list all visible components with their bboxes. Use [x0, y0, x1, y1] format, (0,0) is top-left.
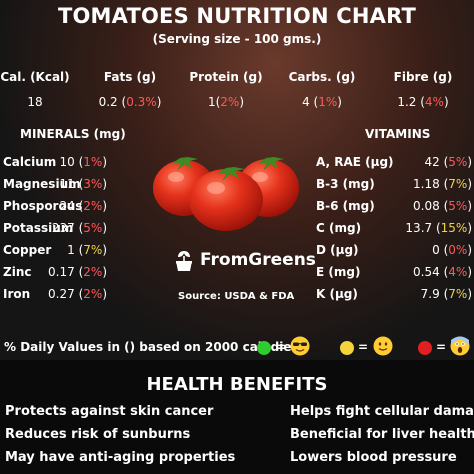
vitamin-row-k: K (μg) 7.9 (7%): [316, 287, 472, 301]
page-title: TOMATOES NUTRITION CHART: [57, 4, 417, 28]
mineral-row-potassium: Potassium 237 (5%): [3, 221, 107, 235]
screaming-emoji-icon: [450, 336, 470, 356]
vitamin-row-b6: B-6 (mg) 0.08 (5%): [316, 199, 472, 213]
vitamin-row-d: D (μg) 0 (0%): [316, 243, 472, 257]
smiling-emoji-icon: [373, 336, 393, 356]
mineral-row-phosporous: Phosporous 24 (2%): [3, 199, 107, 213]
benefit-right-3: Lowers blood pressure: [290, 450, 457, 465]
green-legend-dot: [257, 341, 271, 355]
mineral-row-magnesium: Magnesium 11 (3%): [3, 177, 107, 191]
brand-name: FromGreens: [200, 250, 316, 270]
vitamin-row-c: C (mg) 13.7 (15%): [316, 221, 472, 235]
plant-pot-icon: [176, 251, 192, 271]
health-benefits-heading: HEALTH BENEFITS: [146, 374, 328, 395]
benefit-left-1: Protects against skin cancer: [5, 404, 214, 419]
mineral-row-calcium: Calcium 10 (1%): [3, 155, 107, 169]
benefit-left-2: Reduces risk of sunburns: [5, 427, 191, 442]
legend-equals: =: [436, 340, 447, 354]
cool-sunglasses-emoji-icon: [290, 336, 310, 356]
benefit-left-3: May have anti-aging properties: [5, 450, 236, 465]
vitamin-row-a: A, RAE (μg) 42 (5%): [316, 155, 472, 169]
legend-equals: =: [276, 340, 287, 354]
red-legend-dot: [418, 341, 432, 355]
benefit-right-1: Helps fight cellular damage: [290, 404, 474, 419]
tomatoes-image: [153, 157, 299, 231]
benefit-right-2: Beneficial for liver health: [290, 427, 474, 442]
yellow-legend-dot: [340, 341, 354, 355]
mineral-row-copper: Copper 1 (7%): [3, 243, 107, 257]
legend-equals: =: [358, 340, 369, 354]
serving-size: (Serving size - 100 gms.): [152, 32, 322, 46]
daily-values-note: % Daily Values in () based on 2000 cal. …: [4, 340, 298, 354]
minerals-heading: MINERALS (mg): [20, 127, 126, 141]
vitamin-row-b3: B-3 (mg) 1.18 (7%): [316, 177, 472, 191]
mineral-row-zinc: Zinc 0.17 (2%): [3, 265, 107, 279]
brand-logo: FromGreens: [172, 248, 316, 272]
vitamins-heading: VITAMINS: [365, 127, 431, 141]
vitamin-row-e: E (mg) 0.54 (4%): [316, 265, 472, 279]
source-note: Source: USDA & FDA: [178, 291, 295, 302]
mineral-row-iron: Iron 0.27 (2%): [3, 287, 107, 301]
